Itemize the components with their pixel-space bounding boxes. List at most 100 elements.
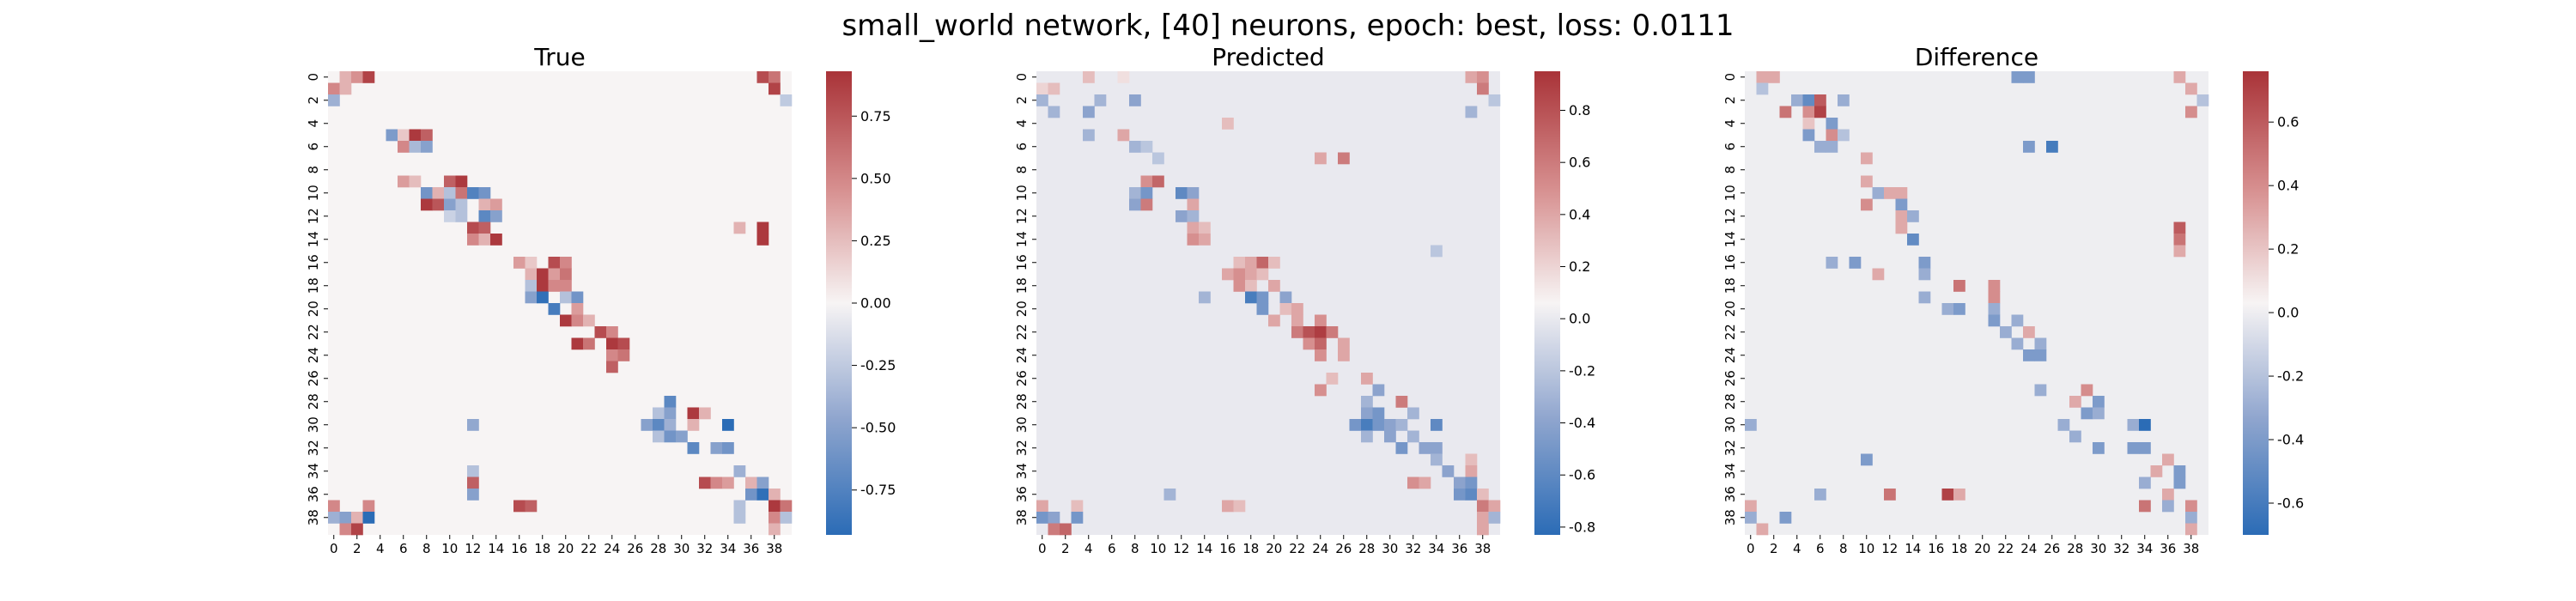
heatmap-cell (1233, 257, 1246, 269)
heatmap-cell (1838, 129, 1850, 142)
heatmap-cell (1791, 94, 1803, 106)
heatmap-cell (1315, 337, 1327, 350)
heatmap-cell (398, 175, 410, 188)
x-tick-label: 18 (534, 541, 550, 556)
heatmap-cell (1140, 141, 1153, 153)
heatmap-cell (1988, 280, 2001, 292)
heatmap-cell (710, 442, 723, 454)
x-tick-label: 12 (1173, 541, 1189, 556)
heatmap-cell (421, 129, 433, 142)
y-tick-label: 2 (306, 96, 321, 105)
heatmap-cell (2046, 141, 2058, 153)
heatmap-cell (1826, 118, 1838, 130)
heatmap-cell (2139, 419, 2151, 431)
y-tick-label: 16 (1722, 254, 1738, 270)
heatmap-cell (687, 419, 700, 431)
x-tick-label: 10 (441, 541, 458, 556)
heatmap-cell (1163, 489, 1176, 501)
heatmap-cell (676, 430, 688, 443)
colorbar-tick-label: 0.50 (860, 170, 891, 186)
y-tick-label: 18 (306, 277, 321, 294)
heatmap-cell (1036, 82, 1048, 95)
heatmap-cell (1233, 280, 1246, 292)
heatmap-cell (2127, 419, 2140, 431)
heatmap-cell (769, 489, 781, 501)
heatmap-cell (756, 222, 769, 234)
y-tick-label: 28 (306, 393, 321, 410)
heatmap-cell (756, 71, 769, 83)
heatmap-cell (733, 500, 746, 513)
heatmap-cell (1988, 291, 2001, 304)
x-tick-label: 4 (1084, 541, 1093, 556)
y-tick-label: 26 (306, 370, 321, 386)
heatmap-cell (780, 94, 793, 106)
colorbar-tick-label: 0.75 (860, 108, 891, 124)
heatmap-cell (2023, 326, 2035, 338)
x-tick-label: 30 (2090, 541, 2106, 556)
heatmap-cell (548, 268, 561, 281)
heatmap-cell (525, 268, 538, 281)
heatmap-cell (769, 523, 781, 536)
heatmap-cell (421, 187, 433, 199)
heatmap-cell (2139, 442, 2151, 454)
heatmap-cell (2185, 82, 2197, 95)
x-tick-label: 26 (2044, 541, 2060, 556)
heatmap-cell (328, 512, 340, 524)
heatmap-cell (1129, 94, 1141, 106)
heatmap-cell (1895, 210, 1908, 222)
x-tick-label: 34 (2136, 541, 2153, 556)
colorbar-tick-label: -0.6 (2277, 495, 2304, 512)
heatmap-cell (1199, 222, 1211, 234)
heatmap-cell (1431, 442, 1443, 454)
heatmap-cell (571, 314, 584, 327)
x-tick-label: 2 (1061, 541, 1070, 556)
heatmap-cell (1465, 477, 1478, 489)
heatmap-cell (432, 198, 445, 211)
x-tick-label: 26 (1335, 541, 1352, 556)
y-tick-label: 2 (1014, 96, 1030, 105)
heatmap-cell (1802, 94, 1815, 106)
heatmap-cell (1048, 106, 1060, 118)
heatmap-cell (1222, 268, 1234, 281)
x-tick-label: 0 (1747, 541, 1755, 556)
heatmap-cell (1140, 187, 1153, 199)
heatmap-cell (328, 82, 340, 95)
x-tick-label: 38 (2183, 541, 2199, 556)
heatmap-cell (583, 314, 595, 327)
heatmap-cell (1071, 500, 1084, 513)
y-tick-label: 28 (1722, 393, 1738, 410)
heatmap-cell (664, 430, 677, 443)
heatmap-cell (1222, 118, 1234, 130)
y-tick-label: 34 (306, 463, 321, 479)
colorbar-tick-label: 0.4 (1569, 206, 1590, 222)
panel-predicted: Predicted0022446688101012121414161618182… (1014, 43, 1595, 556)
heatmap-cell (1256, 268, 1269, 281)
heatmap-cell (1861, 152, 1873, 165)
heatmap-cell (2057, 419, 2070, 431)
heatmap-cell (1953, 303, 1965, 315)
heatmap-cell (2185, 106, 2197, 118)
y-tick-label: 4 (1722, 119, 1738, 128)
y-tick-label: 10 (306, 185, 321, 201)
heatmap-cell (525, 257, 538, 269)
heatmap-cell (1395, 396, 1408, 408)
heatmap-cell (571, 291, 584, 304)
colorbar-tick-label: 0.2 (2277, 241, 2299, 258)
heatmap-cell (1083, 106, 1095, 118)
x-tick-label: 8 (422, 541, 431, 556)
panel-title: True (533, 43, 585, 71)
heatmap-cell (1477, 489, 1489, 501)
y-tick-label: 20 (1722, 300, 1738, 317)
x-tick-label: 14 (1196, 541, 1212, 556)
heatmap-cell (1129, 141, 1141, 153)
heatmap-cell (1419, 477, 1431, 489)
y-tick-label: 10 (1014, 185, 1030, 201)
heatmap-cell (2034, 384, 2047, 397)
heatmap-cell (1361, 430, 1373, 443)
heatmap-cell (1048, 82, 1060, 95)
x-tick-label: 22 (1289, 541, 1305, 556)
heatmap-cell (1477, 82, 1489, 95)
heatmap-cell (1861, 198, 1873, 211)
y-tick-label: 34 (1722, 463, 1738, 479)
heatmap-cell (606, 337, 618, 350)
